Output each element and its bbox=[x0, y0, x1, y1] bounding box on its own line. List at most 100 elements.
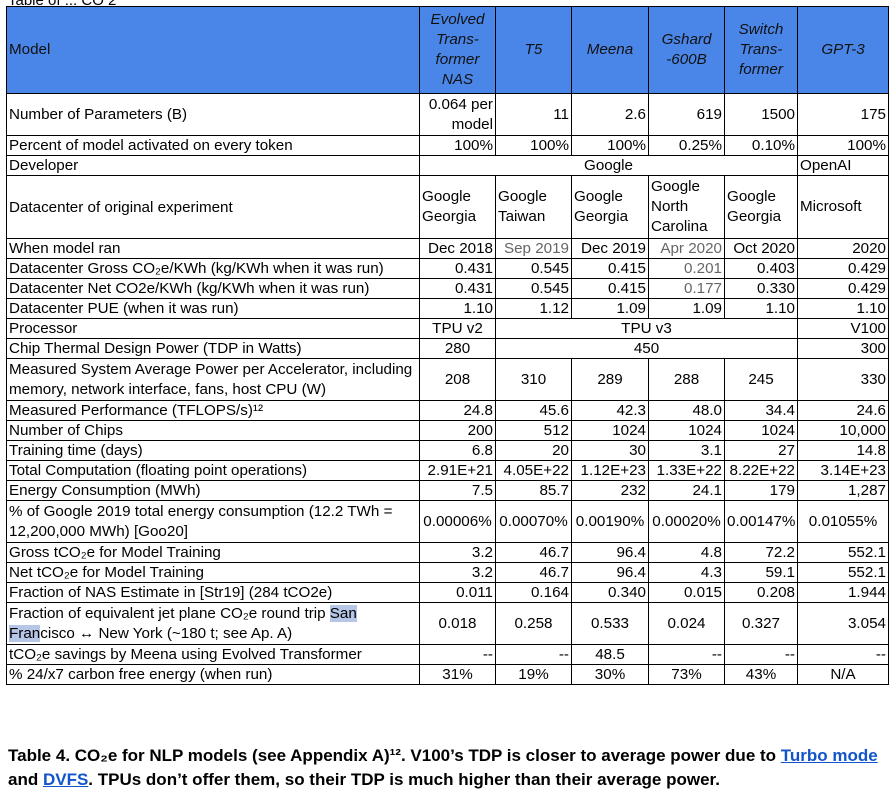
table-row: Number of Chips 200 512 1024 1024 1024 1… bbox=[6, 420, 889, 441]
row-label-part: cisco ↔ New York (~180 t; see Ap. A) bbox=[40, 624, 293, 642]
cell: 0.208 bbox=[724, 582, 798, 603]
cell: 300 bbox=[797, 338, 889, 359]
header-col: Meena bbox=[571, 6, 649, 94]
cell: Oct 2020 bbox=[724, 238, 798, 259]
cell: 59.1 bbox=[724, 562, 798, 583]
cell: N/A bbox=[797, 664, 889, 685]
table-row: Gross tCO₂e for Model Training 3.2 46.7 … bbox=[6, 542, 889, 563]
table-row: Measured System Average Power per Accele… bbox=[6, 358, 889, 401]
cell: 0.545 bbox=[495, 278, 572, 299]
dvfs-link[interactable]: DVFS bbox=[42, 770, 89, 789]
cell: 552.1 bbox=[797, 542, 889, 563]
cell: 34.4 bbox=[724, 400, 798, 421]
cell: 0.064 per model bbox=[419, 93, 496, 136]
cell: 208 bbox=[419, 358, 496, 401]
table-row: tCO₂e savings by Meena using Evolved Tra… bbox=[6, 644, 889, 665]
cell: 1500 bbox=[724, 93, 798, 136]
cell: 20 bbox=[495, 440, 572, 461]
table-row: % of Google 2019 total energy consumptio… bbox=[6, 500, 889, 543]
cell: 245 bbox=[724, 358, 798, 401]
cell: 0.00147% bbox=[724, 500, 798, 543]
cell-merged: Google bbox=[419, 155, 798, 176]
cell: -- bbox=[495, 644, 572, 665]
cell: 31% bbox=[419, 664, 496, 685]
cell: 0.545 bbox=[495, 258, 572, 279]
row-label: Measured System Average Power per Accele… bbox=[6, 358, 420, 401]
cell: 0.431 bbox=[419, 258, 496, 279]
table-row: Processor TPU v2 TPU v3 V100 bbox=[6, 318, 889, 339]
cell: 0.177 bbox=[648, 278, 725, 299]
cell: 0.330 bbox=[724, 278, 798, 299]
row-label: Total Computation (floating point operat… bbox=[6, 460, 420, 481]
row-label: Processor bbox=[6, 318, 420, 339]
turbo-mode-link[interactable]: Turbo mode bbox=[780, 746, 878, 765]
header-col: Evolved Trans-former NAS bbox=[419, 6, 496, 94]
header-col: GPT-3 bbox=[797, 6, 889, 94]
cell: 0.00190% bbox=[571, 500, 649, 543]
cell: -- bbox=[797, 644, 889, 665]
row-label: Number of Chips bbox=[6, 420, 420, 441]
cell: Dec 2018 bbox=[419, 238, 496, 259]
row-label: Developer bbox=[6, 155, 420, 176]
cell: 1.10 bbox=[419, 298, 496, 319]
cell: 1.12E+23 bbox=[571, 460, 649, 481]
header-col: T5 bbox=[495, 6, 572, 94]
cell: 85.7 bbox=[495, 480, 572, 501]
caption-text: Table 4. CO₂e for NLP models (see Append… bbox=[8, 746, 781, 765]
cell: 100% bbox=[571, 135, 649, 156]
cell: 1.12 bbox=[495, 298, 572, 319]
cell: 100% bbox=[495, 135, 572, 156]
cell: Google Taiwan bbox=[495, 175, 572, 239]
cell: 330 bbox=[797, 358, 889, 401]
cell-merged: TPU v3 bbox=[495, 318, 798, 339]
cell: 45.6 bbox=[495, 400, 572, 421]
cell: 19% bbox=[495, 664, 572, 685]
cell: 100% bbox=[419, 135, 496, 156]
cell: 232 bbox=[571, 480, 649, 501]
row-label: Gross tCO₂e for Model Training bbox=[6, 542, 420, 563]
header-col: Gshard -600B bbox=[648, 6, 725, 94]
highlighted-text: Fran bbox=[9, 624, 41, 642]
cell: 96.4 bbox=[571, 542, 649, 563]
row-label: Datacenter of original experiment bbox=[6, 175, 420, 239]
cell: 10,000 bbox=[797, 420, 889, 441]
cell: Microsoft bbox=[797, 175, 889, 239]
table-row: Developer Google OpenAI bbox=[6, 155, 889, 176]
row-label: Fraction of NAS Estimate in [Str19] (284… bbox=[6, 582, 420, 603]
cell: 8.22E+22 bbox=[724, 460, 798, 481]
cell: Sep 2019 bbox=[495, 238, 572, 259]
cut-off-heading: Table of ... CO 2 bbox=[8, 0, 117, 9]
cell: 0.10% bbox=[724, 135, 798, 156]
cell: -- bbox=[648, 644, 725, 665]
cell: V100 bbox=[797, 318, 889, 339]
cell: 0.018 bbox=[419, 602, 496, 645]
cell: 0.011 bbox=[419, 582, 496, 603]
cell: Google Georgia bbox=[571, 175, 649, 239]
nlp-models-table: Model Evolved Trans-former NAS T5 Meena … bbox=[6, 6, 889, 685]
cell: 0.327 bbox=[724, 602, 798, 645]
cell: 0.00070% bbox=[495, 500, 572, 543]
cell: 73% bbox=[648, 664, 725, 685]
cell: 48.0 bbox=[648, 400, 725, 421]
cell: 0.024 bbox=[648, 602, 725, 645]
table-row: Measured Performance (TFLOPS/s)¹² 24.8 4… bbox=[6, 400, 889, 421]
row-label: Datacenter PUE (when it was run) bbox=[6, 298, 420, 319]
cell: Dec 2019 bbox=[571, 238, 649, 259]
cell: Google Georgia bbox=[724, 175, 798, 239]
table-row: Percent of model activated on every toke… bbox=[6, 135, 889, 156]
row-label: tCO₂e savings by Meena using Evolved Tra… bbox=[6, 644, 420, 665]
cell: 2.91E+21 bbox=[419, 460, 496, 481]
cell: 0.01055% bbox=[797, 500, 889, 543]
cell: 96.4 bbox=[571, 562, 649, 583]
cell: 43% bbox=[724, 664, 798, 685]
cell: 1,287 bbox=[797, 480, 889, 501]
row-label: Chip Thermal Design Power (TDP in Watts) bbox=[6, 338, 420, 359]
table-row: Datacenter PUE (when it was run) 1.10 1.… bbox=[6, 298, 889, 319]
cell: 30% bbox=[571, 664, 649, 685]
row-label: Measured Performance (TFLOPS/s)¹² bbox=[6, 400, 420, 421]
cell: Apr 2020 bbox=[648, 238, 725, 259]
header-model: Model bbox=[6, 6, 420, 94]
table-row: Training time (days) 6.8 20 30 3.1 27 14… bbox=[6, 440, 889, 461]
cell: 3.1 bbox=[648, 440, 725, 461]
cell: 2.6 bbox=[571, 93, 649, 136]
